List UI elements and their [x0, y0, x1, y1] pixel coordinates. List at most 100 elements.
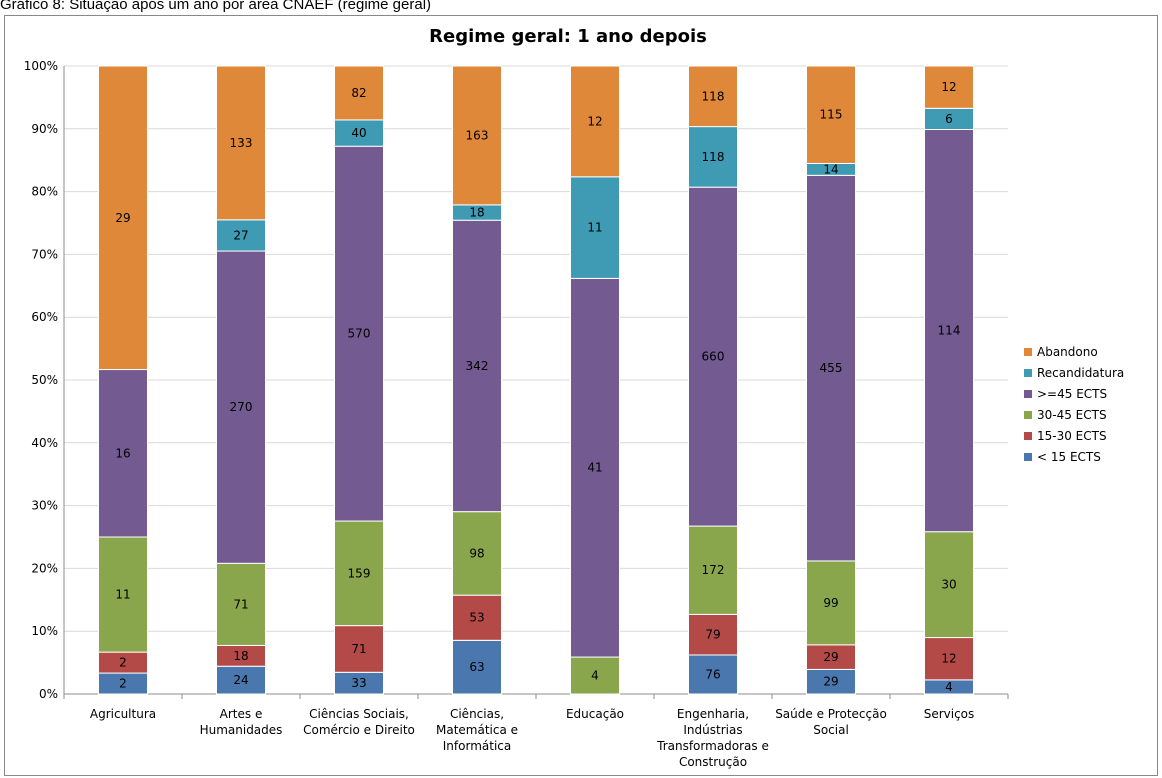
x-tick-label: Educação: [566, 707, 624, 721]
data-label: 99: [823, 596, 838, 610]
bars: 2 2 11 16 29 24 18 71 270 27 133 33 71 159 570 40 82 63 53…: [98, 65, 974, 695]
legend-swatch: [1024, 348, 1032, 356]
y-tick-label: 50%: [31, 373, 58, 387]
x-tick-label: Ciências Sociais, Comércio e Direito: [303, 707, 415, 737]
bar-segment: [806, 560, 856, 646]
legend: Abandono Recandidatura >=45 ECTS 30-45 ECTS…: [1024, 345, 1124, 464]
legend-label: Abandono: [1037, 345, 1098, 359]
legend-swatch: [1024, 369, 1032, 377]
bar-segment: [452, 65, 502, 206]
data-label: 12: [941, 652, 956, 666]
chart-title: Regime geral: 1 ano depois: [429, 26, 707, 47]
data-label: 30: [941, 578, 956, 592]
x-tick-label: Serviços: [924, 707, 975, 721]
bar-segment: [806, 65, 856, 164]
data-label: 12: [587, 114, 602, 128]
data-label: 41: [587, 461, 602, 475]
bar-segment: [334, 145, 384, 522]
bar-segment: [216, 665, 266, 695]
legend-item: >=45 ECTS: [1024, 387, 1107, 401]
y-tick-label: 10%: [31, 624, 58, 638]
data-label: 4: [945, 680, 953, 694]
data-label: 24: [233, 673, 248, 687]
data-label: 159: [348, 566, 371, 580]
data-label: 16: [115, 446, 130, 460]
legend-label: 15-30 ECTS: [1037, 429, 1107, 443]
bar-segment: [924, 65, 974, 109]
data-label: 114: [938, 324, 961, 338]
bar-segment: [806, 644, 856, 670]
y-tick-label: 40%: [31, 436, 58, 450]
bar-segment: [98, 65, 148, 371]
data-label: 2: [119, 677, 127, 691]
bar-segment: [334, 119, 384, 147]
data-label: 18: [233, 649, 248, 663]
legend-swatch: [1024, 432, 1032, 440]
data-label: 2: [119, 656, 127, 670]
y-tick-label: 0%: [39, 687, 58, 701]
data-label: 11: [115, 588, 130, 602]
data-label: 76: [705, 667, 720, 681]
y-tick-label: 70%: [31, 247, 58, 261]
y-tick-label: 90%: [31, 122, 58, 136]
data-label: 11: [587, 221, 602, 235]
data-label: 115: [820, 108, 843, 122]
bar-segment: [334, 625, 384, 673]
legend-swatch: [1024, 390, 1032, 398]
data-label: 172: [702, 563, 725, 577]
data-label: 82: [351, 86, 366, 100]
bar-segment: [688, 654, 738, 695]
data-label: 79: [705, 628, 720, 642]
bar-segment: [688, 525, 738, 615]
bar-segment: [98, 536, 148, 653]
bar-segment: [688, 65, 738, 128]
x-tick-label: Engenharia, Indústrias Transformadoras e Co…: [656, 707, 769, 769]
bar-segment: [216, 562, 266, 646]
bar-segment: [688, 126, 738, 188]
data-label: 163: [466, 128, 489, 142]
bar-segment: [334, 65, 384, 121]
y-tick-label: 30%: [31, 499, 58, 513]
legend-item: < 15 ECTS: [1024, 450, 1101, 464]
data-label: 6: [945, 112, 953, 126]
data-label: 98: [469, 546, 484, 560]
data-label: 27: [233, 228, 248, 242]
bar-segment: [98, 369, 148, 538]
data-label: 71: [233, 597, 248, 611]
data-label: 33: [351, 676, 366, 690]
data-label: 342: [466, 359, 489, 373]
data-label: 29: [823, 675, 838, 689]
legend-item: Recandidatura: [1024, 366, 1124, 380]
bar-segment: [924, 531, 974, 639]
legend-swatch: [1024, 453, 1032, 461]
bar-segment: [688, 186, 738, 527]
data-label: 133: [230, 136, 253, 150]
bar-segment: [216, 250, 266, 564]
legend-swatch: [1024, 411, 1032, 419]
data-label: 570: [348, 327, 371, 341]
bar-segment: [216, 65, 266, 221]
data-label: 29: [823, 650, 838, 664]
data-label: 660: [702, 350, 725, 364]
data-label: 53: [469, 611, 484, 625]
y-axis: 0% 10% 20% 30% 40% 50% 60% 70% 80% 90% 100%: [24, 59, 65, 701]
legend-item: Abandono: [1024, 345, 1098, 359]
data-label: 118: [702, 89, 725, 103]
legend-label: 30-45 ECTS: [1037, 408, 1107, 422]
y-tick-label: 100%: [24, 59, 58, 73]
data-label: 71: [351, 642, 366, 656]
bar-segment: [452, 594, 502, 641]
bar-segment: [924, 129, 974, 533]
y-tick-label: 20%: [31, 561, 58, 575]
x-axis: Agricultura Artes e Humanidades Ciências So…: [63, 694, 1009, 769]
data-label: 14: [823, 162, 838, 176]
data-label: 63: [469, 660, 484, 674]
legend-label: Recandidatura: [1037, 366, 1124, 380]
data-label: 18: [469, 206, 484, 220]
legend-item: 15-30 ECTS: [1024, 429, 1107, 443]
x-tick-label: Ciências, Matemática e Informática: [436, 707, 518, 753]
figure-caption: Gráfico 8: Situação após um ano por área…: [0, 0, 432, 13]
bar-segment: [570, 277, 620, 658]
bar-segment: [688, 613, 738, 656]
